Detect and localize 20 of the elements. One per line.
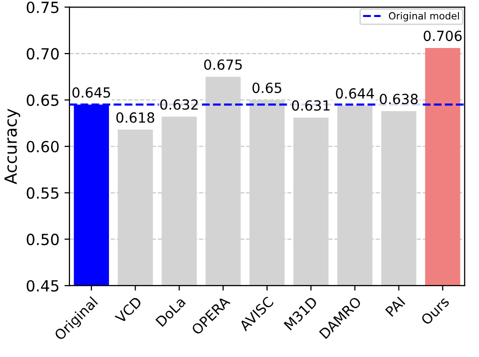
y-tick-label: 0.65 [26, 94, 58, 106]
x-tick-label: PAI [385, 296, 406, 317]
data-label: 0.645 [72, 87, 110, 98]
data-label: 0.632 [160, 99, 198, 110]
y-tick-label: 0.70 [26, 48, 59, 60]
y-tick-label: 0.75 [26, 2, 58, 14]
y-tick-label: 0.60 [26, 140, 59, 152]
y-tick-label: 0.55 [26, 187, 58, 199]
data-label: 0.618 [116, 112, 154, 123]
data-label: 0.631 [292, 100, 330, 111]
data-label: 0.638 [380, 94, 418, 104]
x-tick-label: VCD [114, 296, 142, 324]
data-label: 0.706 [424, 30, 462, 42]
data-label: 0.644 [336, 88, 374, 99]
data-label: 0.675 [204, 59, 242, 70]
data-label: 0.65 [252, 82, 282, 94]
y-axis-title: Accuracy [4, 108, 20, 184]
y-tick-label: 0.50 [26, 234, 59, 246]
y-tick-label: 0.45 [26, 280, 58, 292]
legend-label: Original model [388, 12, 459, 22]
